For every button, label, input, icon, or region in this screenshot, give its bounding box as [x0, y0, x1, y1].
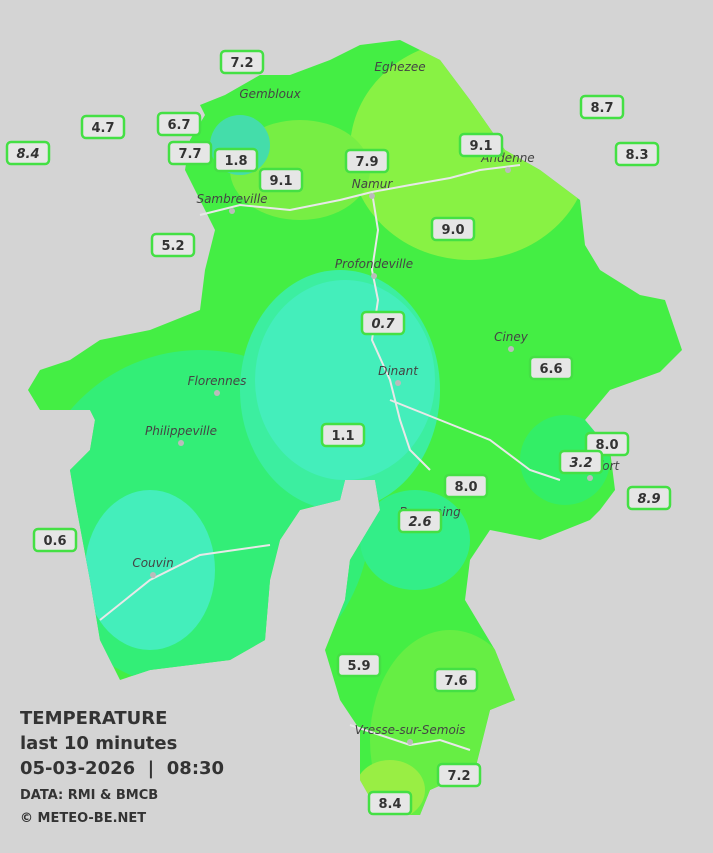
station-value: 0.6 [43, 534, 66, 549]
station-value: 1.8 [224, 154, 247, 169]
station-box [458, 132, 504, 158]
place-label: Vresse-sur-Semois [355, 723, 466, 737]
station-box [213, 147, 259, 173]
place-dot [508, 346, 514, 352]
station-box [433, 667, 479, 693]
place-label: Sambreville [196, 192, 267, 206]
station-box [579, 94, 625, 120]
station-box [32, 527, 78, 553]
station-value: 8.4 [16, 147, 39, 162]
station-value: 7.2 [447, 769, 470, 784]
station-value: 4.7 [91, 121, 114, 136]
station-box [430, 216, 476, 242]
source: DATA: RMI & BMCB [20, 788, 158, 803]
station-box [443, 473, 489, 499]
place-label: Profondeville [335, 257, 413, 271]
station-box [436, 762, 482, 788]
station-value: 8.0 [595, 438, 618, 453]
title: TEMPERATURE [20, 708, 167, 729]
station-value: 6.7 [167, 118, 190, 133]
place-label: Gembloux [239, 87, 301, 101]
place-label: Eghezee [374, 60, 425, 74]
place-dot [587, 475, 593, 481]
station-box [626, 485, 672, 511]
station-value: 0.7 [371, 317, 395, 332]
station-box [150, 232, 196, 258]
place-dot [505, 167, 511, 173]
station-box [167, 140, 213, 166]
place-dot [395, 380, 401, 386]
station-value: 2.6 [408, 515, 431, 530]
station-box [397, 508, 443, 534]
station-value: 9.0 [441, 223, 464, 238]
station-value: 3.2 [569, 456, 592, 471]
station-value: 8.9 [637, 492, 660, 507]
station-box [258, 167, 304, 193]
station-box [614, 141, 660, 167]
station-box [558, 449, 604, 475]
stations: 7.2 4.7 6.7 8.4 7.7 1.8 9.1 7.9 9.1 8.7 8.3 5.2 9.0 0… [5, 49, 672, 816]
station-box [156, 111, 202, 137]
station-value: 5.2 [161, 239, 184, 254]
station-box [367, 790, 413, 816]
station-box [336, 652, 382, 678]
station-box [219, 49, 265, 75]
station-box [80, 114, 126, 140]
place-label: Couvin [132, 556, 173, 570]
place-dot [371, 273, 377, 279]
station-value: 8.7 [590, 101, 613, 116]
station-box [5, 140, 51, 166]
place-dot [178, 440, 184, 446]
place-label: Ciney [494, 330, 529, 344]
station-value: 1.1 [331, 429, 354, 444]
place-dot [229, 208, 235, 214]
place-label: Dinant [378, 364, 419, 378]
station-value: 8.0 [454, 480, 477, 495]
station-box [584, 431, 630, 457]
copyright: © METEO-BE.NET [20, 811, 146, 826]
station-value: 7.7 [178, 147, 201, 162]
place-dot [150, 572, 156, 578]
rivers [99, 164, 561, 751]
place-dot [214, 390, 220, 396]
station-value: 7.9 [355, 155, 378, 170]
place-dot [369, 193, 375, 199]
place-label: Philippeville [145, 424, 217, 438]
station-value: 5.9 [347, 659, 370, 674]
station-value: 8.3 [625, 148, 648, 163]
place-label: Florennes [188, 374, 247, 388]
subtitle: last 10 minutes [20, 733, 177, 754]
station-value: 9.1 [469, 139, 492, 154]
station-value: 7.6 [444, 674, 467, 689]
station-value: 9.1 [269, 174, 292, 189]
station-value: 6.6 [539, 362, 562, 377]
station-box [528, 355, 574, 381]
station-value: 8.4 [378, 797, 401, 812]
station-box [320, 422, 366, 448]
station-box [344, 148, 390, 174]
timestamp: 05-03-2026 | 08:30 [20, 758, 224, 779]
station-box [360, 310, 406, 336]
place-label: Namur [352, 177, 394, 191]
place-dot [407, 739, 413, 745]
station-value: 7.2 [230, 56, 253, 71]
